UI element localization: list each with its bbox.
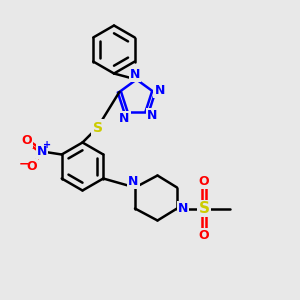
Text: O: O (21, 134, 32, 147)
Text: O: O (26, 160, 37, 173)
Text: O: O (199, 229, 209, 242)
Text: N: N (119, 112, 130, 124)
Text: N: N (37, 145, 47, 158)
Text: N: N (178, 202, 188, 215)
Text: −: − (19, 157, 29, 170)
Text: S: S (199, 201, 209, 216)
Text: N: N (130, 68, 140, 81)
Text: S: S (92, 121, 103, 134)
Text: N: N (128, 175, 139, 188)
Text: O: O (199, 175, 209, 188)
Text: +: + (43, 140, 51, 150)
Text: N: N (154, 84, 165, 97)
Text: N: N (147, 109, 158, 122)
